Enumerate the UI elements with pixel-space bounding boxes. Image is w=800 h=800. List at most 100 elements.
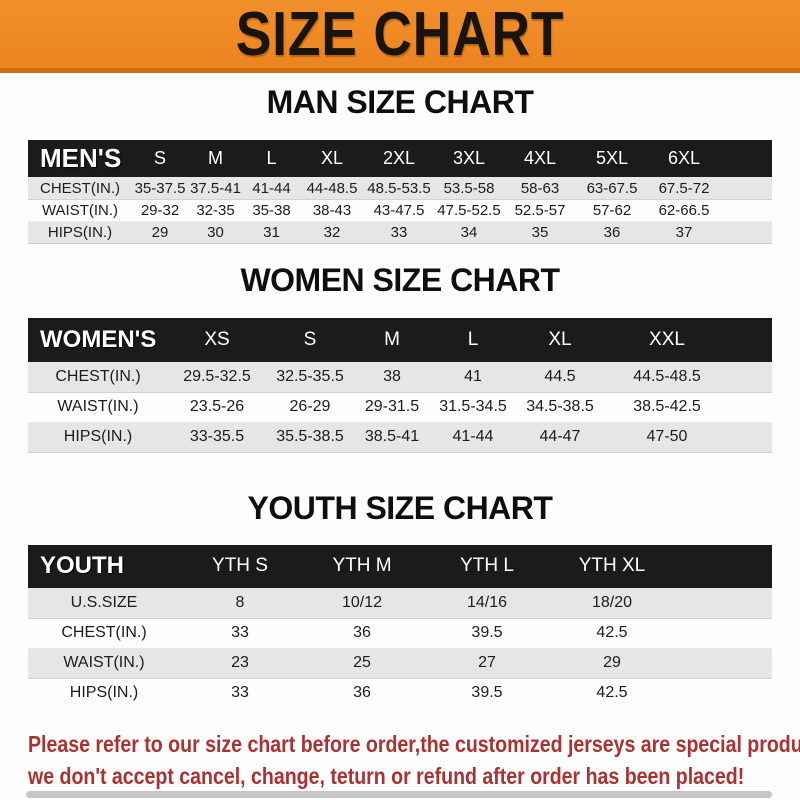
- row-label: HIPS(IN.): [28, 677, 180, 708]
- value-cell: 33: [180, 617, 300, 648]
- value-cell: 31: [243, 220, 300, 244]
- value-cell: 25: [300, 647, 424, 679]
- value-cell: 33-35.5: [168, 421, 266, 453]
- man-section-heading: MAN SIZE CHART: [266, 84, 534, 120]
- disclaimer-line-1: Please refer to our size chart before or…: [28, 731, 800, 757]
- value-cell: 33: [180, 677, 300, 708]
- value-cell: 36: [300, 617, 424, 648]
- men-data-row: CHEST(IN.) 35-37.5 37.5-41 41-44 44-48.5 48.5…: [28, 176, 772, 200]
- row-filler-cell: [720, 176, 772, 200]
- value-cell: 44-47: [516, 421, 604, 453]
- women-table-title: WOMEN'S: [28, 318, 168, 362]
- value-cell: 67.5-72: [648, 176, 720, 200]
- value-cell: 44-48.5: [300, 176, 364, 200]
- youth-data-row: U.S.SIZE 8 10/12 14/16 18/20: [28, 587, 772, 619]
- value-cell: 39.5: [424, 677, 550, 708]
- women-size-table: WOMEN'S XS S M L XL XXL CHEST(IN.) 29.5-32.5 32.5…: [28, 318, 772, 453]
- value-cell: 37.5-41: [188, 176, 243, 200]
- row-filler-cell: [674, 647, 772, 679]
- value-cell: 35: [504, 220, 576, 244]
- value-cell: 26-29: [266, 391, 354, 422]
- value-cell: 58-63: [504, 176, 576, 200]
- value-cell: 47-50: [604, 421, 730, 453]
- value-cell: 35-37.5: [132, 176, 188, 200]
- value-cell: 39.5: [424, 617, 550, 648]
- youth-data-row: CHEST(IN.) 33 36 39.5 42.5: [28, 617, 772, 648]
- men-size-header: 6XL: [648, 140, 720, 177]
- value-cell: 32: [300, 220, 364, 244]
- value-cell: 31.5-34.5: [430, 391, 516, 422]
- value-cell: 47.5-52.5: [434, 198, 504, 221]
- value-cell: 27: [424, 647, 550, 679]
- row-filler-cell: [730, 421, 772, 453]
- value-cell: 29.5-32.5: [168, 361, 266, 393]
- value-cell: 32.5-35.5: [266, 361, 354, 393]
- row-label: HIPS(IN.): [28, 220, 132, 244]
- value-cell: 10/12: [300, 587, 424, 619]
- row-filler-cell: [674, 677, 772, 708]
- header-filler-cell: [674, 545, 772, 588]
- men-size-header: M: [188, 140, 243, 177]
- women-size-header: XL: [516, 318, 604, 362]
- row-filler-cell: [720, 220, 772, 244]
- value-cell: 37: [648, 220, 720, 244]
- youth-table-title: YOUTH: [28, 545, 180, 588]
- value-cell: 35.5-38.5: [266, 421, 354, 453]
- women-header-row: WOMEN'S XS S M L XL XXL: [28, 318, 772, 362]
- men-size-header: 3XL: [434, 140, 504, 177]
- youth-size-header: YTH L: [424, 545, 550, 588]
- women-size-header: XXL: [604, 318, 730, 362]
- youth-data-row: WAIST(IN.) 23 25 27 29: [28, 647, 772, 679]
- banner-title: SIZE CHART: [235, 0, 565, 69]
- row-label: HIPS(IN.): [28, 421, 168, 453]
- value-cell: 35-38: [243, 198, 300, 221]
- value-cell: 63-67.5: [576, 176, 648, 200]
- value-cell: 8: [180, 587, 300, 619]
- row-filler-cell: [720, 198, 772, 221]
- header-filler-cell: [720, 140, 772, 177]
- men-size-header: 4XL: [504, 140, 576, 177]
- row-label: WAIST(IN.): [28, 647, 180, 679]
- value-cell: 18/20: [550, 587, 674, 619]
- value-cell: 41: [430, 361, 516, 393]
- disclaimer-line-2: we don't accept cancel, change, teturn o…: [28, 763, 745, 789]
- women-size-header: L: [430, 318, 516, 362]
- men-header-row: MEN'S S M L XL 2XL 3XL 4XL 5XL 6XL: [28, 140, 772, 177]
- men-size-header: S: [132, 140, 188, 177]
- youth-data-row: HIPS(IN.) 33 36 39.5 42.5: [28, 677, 772, 708]
- value-cell: 29-32: [132, 198, 188, 221]
- value-cell: 53.5-58: [434, 176, 504, 200]
- value-cell: 44.5-48.5: [604, 361, 730, 393]
- row-label: WAIST(IN.): [28, 198, 132, 221]
- row-label: CHEST(IN.): [28, 176, 132, 200]
- value-cell: 42.5: [550, 617, 674, 648]
- men-size-header: 2XL: [364, 140, 434, 177]
- youth-section-heading: YOUTH SIZE CHART: [247, 490, 553, 526]
- row-label: WAIST(IN.): [28, 391, 168, 422]
- women-data-row: HIPS(IN.) 33-35.5 35.5-38.5 38.5-41 41-44 44-…: [28, 421, 772, 453]
- row-filler-cell: [674, 587, 772, 619]
- youth-size-header: YTH M: [300, 545, 424, 588]
- row-label: CHEST(IN.): [28, 361, 168, 393]
- value-cell: 42.5: [550, 677, 674, 708]
- size-chart-banner: SIZE CHART: [0, 0, 800, 73]
- value-cell: 52.5-57: [504, 198, 576, 221]
- men-size-header: XL: [300, 140, 364, 177]
- value-cell: 38.5-42.5: [604, 391, 730, 422]
- value-cell: 41-44: [430, 421, 516, 453]
- value-cell: 23: [180, 647, 300, 679]
- women-size-header: XS: [168, 318, 266, 362]
- value-cell: 34.5-38.5: [516, 391, 604, 422]
- value-cell: 29: [132, 220, 188, 244]
- row-filler-cell: [674, 617, 772, 648]
- value-cell: 43-47.5: [364, 198, 434, 221]
- value-cell: 36: [576, 220, 648, 244]
- women-data-row: WAIST(IN.) 23.5-26 26-29 29-31.5 31.5-34.5 34…: [28, 391, 772, 422]
- women-size-header: S: [266, 318, 354, 362]
- men-data-row: HIPS(IN.) 29 30 31 32 33 34 35 36 37: [28, 220, 772, 244]
- value-cell: 29: [550, 647, 674, 679]
- value-cell: 14/16: [424, 587, 550, 619]
- youth-header-row: YOUTH YTH S YTH M YTH L YTH XL: [28, 545, 772, 588]
- value-cell: 33: [364, 220, 434, 244]
